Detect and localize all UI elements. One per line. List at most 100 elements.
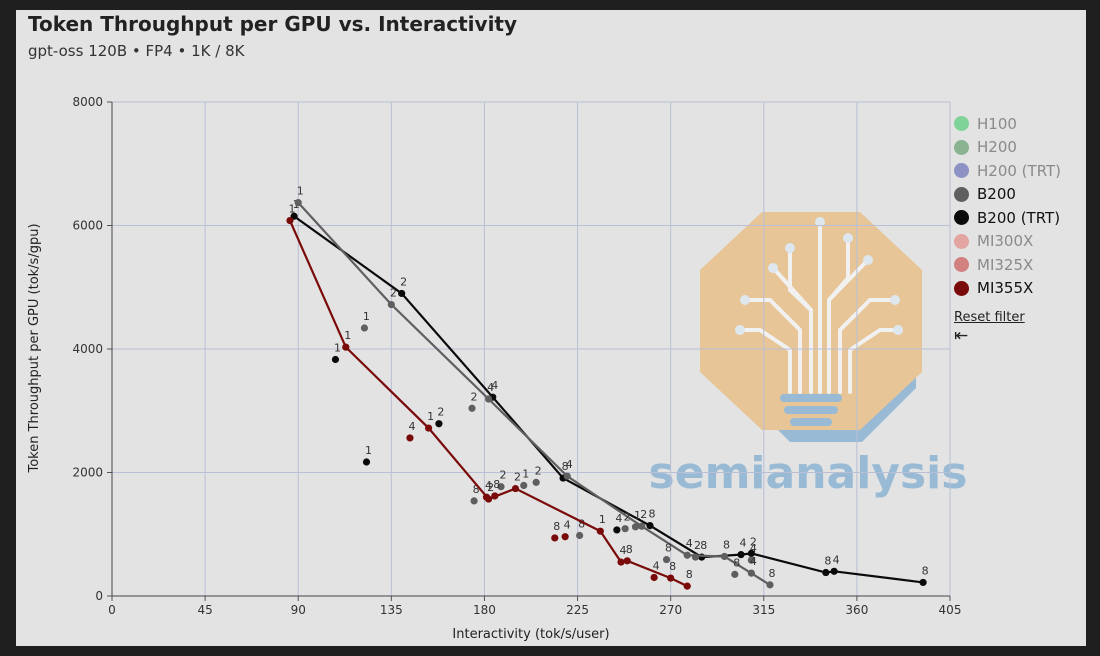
data-point[interactable]	[435, 420, 443, 428]
data-point[interactable]	[532, 478, 540, 486]
point-label: 2	[471, 390, 478, 403]
data-point[interactable]	[398, 289, 406, 298]
point-label: 1	[344, 329, 351, 342]
data-point[interactable]	[766, 581, 774, 589]
legend-item-mi300x[interactable]: MI300X	[954, 230, 1061, 254]
legend-swatch	[954, 280, 969, 296]
data-point[interactable]	[520, 481, 528, 490]
chart-title: Token Throughput per GPU vs. Interactivi…	[28, 12, 518, 36]
data-point[interactable]	[342, 343, 350, 351]
x-tick-label: 180	[473, 603, 496, 617]
legend-item-h200[interactable]: H200	[954, 136, 1061, 160]
data-point[interactable]	[621, 525, 629, 533]
data-point[interactable]	[683, 551, 691, 559]
semianalysis-watermark: semianalysis	[649, 212, 968, 499]
data-point[interactable]	[424, 424, 433, 432]
point-label: 2	[750, 535, 757, 548]
y-tick-label: 2000	[72, 466, 103, 480]
point-label: 4	[653, 559, 660, 572]
point-label: 8	[493, 478, 500, 491]
data-point[interactable]	[484, 395, 493, 403]
data-point[interactable]	[362, 458, 371, 466]
point-label: 4	[750, 542, 757, 555]
data-point[interactable]	[919, 578, 927, 587]
watermark-wordmark: semianalysis	[649, 448, 968, 499]
data-point[interactable]	[576, 531, 584, 540]
data-point[interactable]	[737, 551, 745, 559]
grid-lines	[112, 101, 951, 596]
data-point[interactable]	[561, 533, 569, 541]
point-label: 4	[487, 381, 494, 394]
point-label: 1	[288, 203, 295, 216]
y-tick-label: 0	[95, 589, 103, 603]
point-label: 2	[694, 539, 701, 552]
data-point[interactable]	[691, 553, 700, 561]
data-point[interactable]	[747, 556, 755, 564]
series-b200-trt: 124888428481124	[290, 198, 929, 587]
legend-swatch	[954, 233, 969, 249]
point-label: 2	[624, 511, 631, 524]
data-point[interactable]	[482, 493, 491, 501]
point-label: 8	[578, 517, 585, 530]
data-point[interactable]	[406, 434, 414, 442]
legend-item-mi325x[interactable]: MI325X	[954, 253, 1061, 277]
point-label: 1	[522, 467, 529, 480]
data-point[interactable]	[491, 492, 499, 500]
axes: 0 45 90 135 180 225 270 315 360 405 0 2000 4000 6000 8…	[72, 95, 961, 617]
data-point[interactable]	[617, 558, 625, 566]
legend-label: MI325X	[977, 255, 1034, 274]
x-tick-label: 135	[380, 603, 403, 617]
data-point[interactable]	[286, 216, 294, 225]
point-label: 8	[553, 520, 560, 533]
data-point[interactable]	[667, 574, 675, 582]
data-point[interactable]	[747, 569, 755, 577]
x-tick-label: 0	[108, 603, 116, 617]
legend-item-b200-trt[interactable]: B200 (TRT)	[954, 206, 1061, 230]
point-label: 4	[485, 479, 492, 492]
point-label: 2	[487, 481, 494, 494]
data-point[interactable]	[511, 484, 520, 493]
point-label: 1	[297, 185, 304, 198]
data-point[interactable]	[683, 582, 691, 590]
point-label: 4	[740, 537, 747, 550]
data-point[interactable]	[497, 483, 505, 491]
data-point[interactable]	[822, 568, 830, 577]
data-point[interactable]	[470, 497, 478, 505]
legend-label: H200	[977, 138, 1017, 157]
data-point[interactable]	[646, 522, 654, 530]
legend-item-b200[interactable]: B200	[954, 183, 1061, 207]
data-point[interactable]	[830, 567, 838, 575]
reset-filter-link[interactable]: Reset filter	[954, 310, 1025, 325]
point-label: 8	[922, 564, 929, 577]
data-point[interactable]	[468, 404, 476, 412]
data-point[interactable]	[747, 549, 755, 557]
data-point[interactable]	[596, 527, 604, 535]
data-point[interactable]	[631, 523, 640, 531]
legend-item-mi355x[interactable]: MI355X	[954, 277, 1061, 301]
data-point[interactable]	[294, 199, 302, 207]
point-label: 4	[750, 555, 757, 568]
data-point[interactable]	[331, 355, 340, 364]
data-point[interactable]	[360, 324, 369, 332]
data-point[interactable]	[563, 472, 571, 480]
data-point[interactable]	[551, 534, 559, 542]
y-tick-label: 4000	[72, 342, 103, 356]
data-point[interactable]	[731, 570, 739, 578]
data-point[interactable]	[720, 552, 729, 561]
data-point[interactable]	[623, 557, 631, 565]
data-point[interactable]	[662, 555, 671, 564]
legend-item-h200-trt[interactable]: H200 (TRT)	[954, 159, 1061, 183]
data-point[interactable]	[638, 522, 646, 530]
point-label: 1	[599, 513, 606, 526]
data-point[interactable]	[387, 300, 395, 309]
point-label: 8	[562, 460, 569, 473]
legend-item-h100[interactable]: H100	[954, 112, 1061, 136]
legend-swatch	[954, 210, 969, 226]
data-point[interactable]	[613, 526, 621, 534]
collapse-legend-icon[interactable]: ⇤	[954, 326, 969, 346]
data-point[interactable]	[650, 573, 658, 582]
point-label: 2	[499, 469, 506, 482]
